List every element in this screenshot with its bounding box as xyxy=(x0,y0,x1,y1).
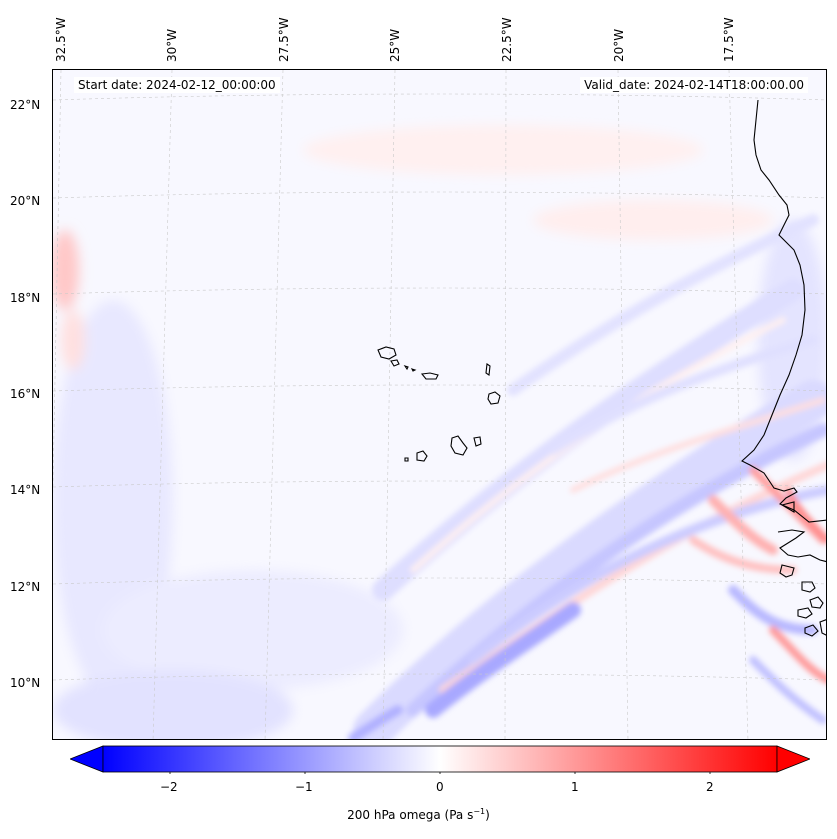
map-gridlines xyxy=(53,70,826,739)
omega-field-map xyxy=(53,70,826,739)
lon-label-27-5w: 27.5°W xyxy=(277,17,291,62)
lat-label-20n: 20°N xyxy=(10,194,41,208)
colorbar-max-extend xyxy=(776,745,810,773)
colorbar-tick-minus-1: −1 xyxy=(295,780,313,794)
lon-label-32-5w: 32.5°W xyxy=(54,17,68,62)
west-africa-coastline xyxy=(741,99,826,637)
lon-label-20w: 20°W xyxy=(612,28,626,62)
omega-background-field xyxy=(53,125,826,739)
lon-label-22-5w: 22.5°W xyxy=(500,17,514,62)
lat-label-16n: 16°N xyxy=(10,387,41,401)
lat-label-14n: 14°N xyxy=(10,483,41,497)
lat-label-18n: 18°N xyxy=(10,291,41,305)
valid-date-label: Valid_date: 2024-02-14T18:00:00.00 xyxy=(580,77,808,93)
colorbar-tick-2: 2 xyxy=(706,780,714,794)
map-panel xyxy=(52,69,827,740)
lat-label-22n: 22°N xyxy=(10,98,41,112)
cape-verde-islands xyxy=(377,346,501,462)
colorbar-tick-minus-2: −2 xyxy=(160,780,178,794)
lat-label-12n: 12°N xyxy=(10,580,41,594)
lat-label-10n: 10°N xyxy=(10,676,41,690)
colorbar xyxy=(70,745,810,774)
omega-bands xyxy=(348,214,826,739)
lon-label-25w: 25°W xyxy=(388,28,402,62)
colorbar-min-extend xyxy=(70,745,104,773)
colorbar-label: 200 hPa omega (Pa s−1) xyxy=(347,807,490,822)
lon-label-30w: 30°W xyxy=(165,28,179,62)
colorbar-gradient xyxy=(102,745,778,773)
colorbar-tick-1: 1 xyxy=(571,780,579,794)
lon-label-17-5w: 17.5°W xyxy=(722,17,736,62)
colorbar-tick-marks xyxy=(169,772,711,774)
colorbar-tick-0: 0 xyxy=(436,780,444,794)
start-date-label: Start date: 2024-02-12_00:00:00 xyxy=(74,77,280,93)
